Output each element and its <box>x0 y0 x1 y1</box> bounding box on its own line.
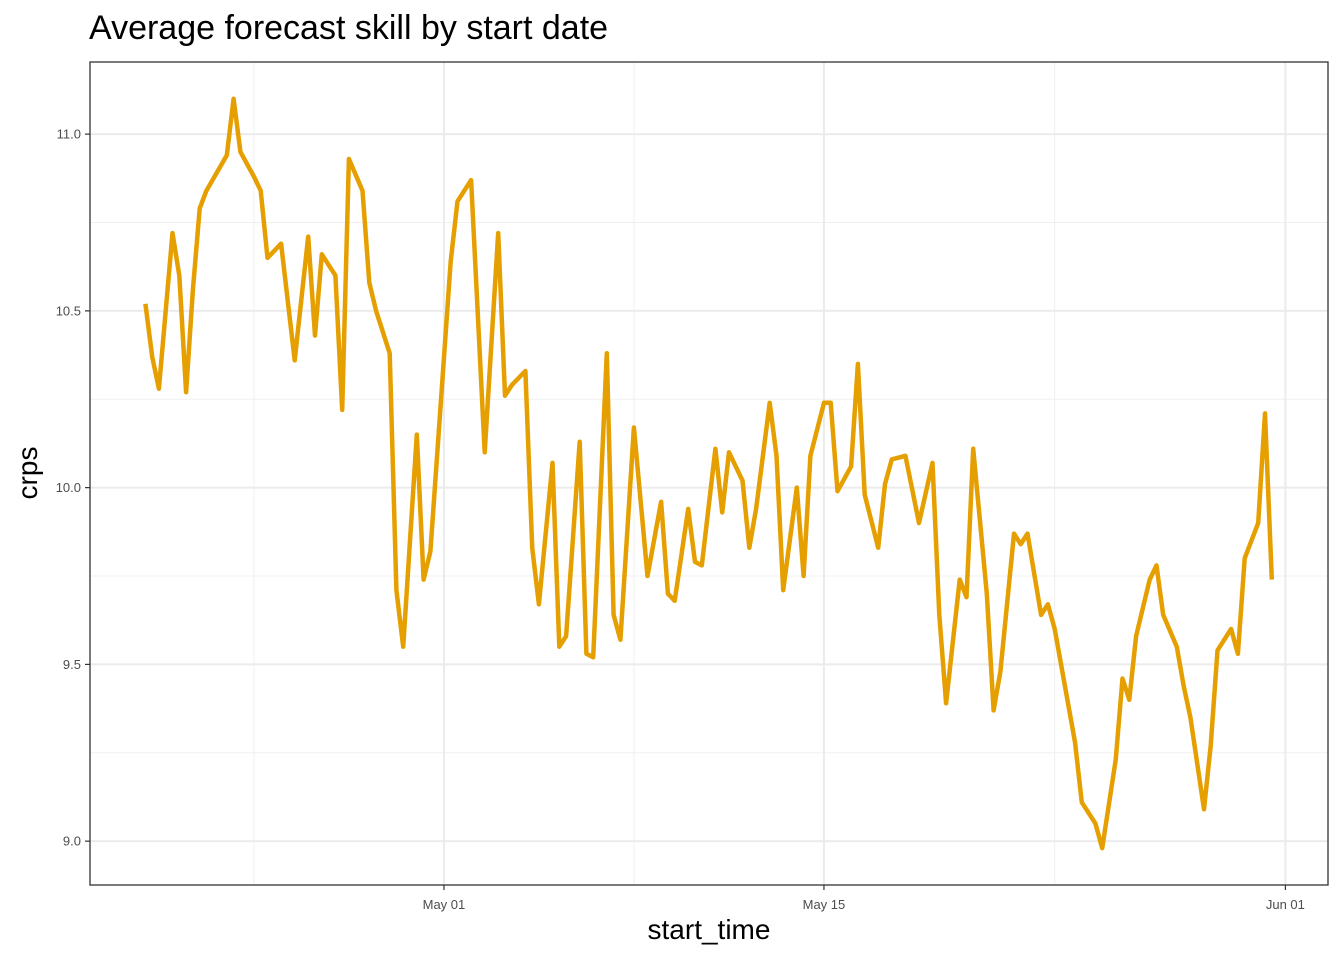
y-tick-label: 10.0 <box>56 480 81 495</box>
y-tick-label: 10.5 <box>56 303 81 318</box>
y-tick-label: 9.5 <box>63 657 81 672</box>
chart-title: Average forecast skill by start date <box>89 9 608 47</box>
x-tick-label: May 15 <box>803 897 846 912</box>
y-axis-label: crps <box>12 447 43 500</box>
x-tick-label: Jun 01 <box>1266 897 1305 912</box>
line <box>143 96 1275 851</box>
plot-border <box>89 61 1329 886</box>
y-tick-label: 11.0 <box>57 127 81 142</box>
x-tick-label: May 01 <box>423 897 466 912</box>
x-axis-label: start_time <box>648 914 771 945</box>
y-tick-label: 9.0 <box>63 834 81 849</box>
